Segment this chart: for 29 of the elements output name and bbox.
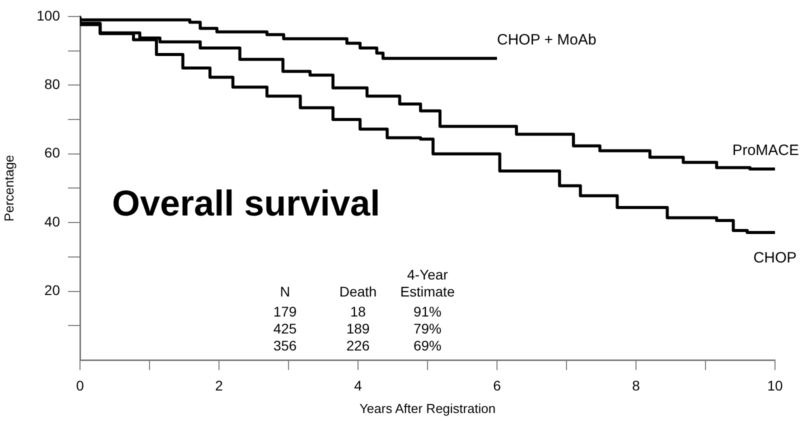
annotation: N xyxy=(280,283,290,300)
y-axis-title: Percentage xyxy=(1,154,16,222)
x-axis-title: Years After Registration xyxy=(359,400,496,416)
y-tick-label: 40 xyxy=(44,213,60,230)
series-label: CHOP xyxy=(753,250,797,267)
series-label: CHOP + MoAb xyxy=(497,31,596,48)
annotation: 356 xyxy=(273,337,297,354)
y-tick-label: 20 xyxy=(44,282,60,298)
y-tick-label: 60 xyxy=(44,144,60,161)
y-tick-label: 80 xyxy=(44,76,60,92)
annotation: 18 xyxy=(350,303,366,320)
x-tick-label: 2 xyxy=(215,377,224,394)
x-tick-label: 4 xyxy=(354,377,362,394)
annotation: 79% xyxy=(413,320,442,336)
annotation: 69% xyxy=(413,337,442,354)
annotation: 189 xyxy=(346,320,370,336)
annotation: 4-Year Estimate xyxy=(400,266,455,300)
annotation: 226 xyxy=(346,337,370,354)
x-tick-label: 6 xyxy=(493,377,502,394)
text: Overall survival xyxy=(112,182,380,224)
x-tick-label: 10 xyxy=(767,377,783,394)
series-label: ProMACE xyxy=(732,142,800,159)
annotation: 91% xyxy=(413,303,442,320)
x-tick-label: 0 xyxy=(76,377,84,394)
y-tick-label: 100 xyxy=(36,7,60,24)
annotation: 179 xyxy=(273,303,297,320)
annotation: Death xyxy=(339,283,377,300)
annotation: 425 xyxy=(273,320,297,336)
x-tick-label: 8 xyxy=(632,377,640,394)
